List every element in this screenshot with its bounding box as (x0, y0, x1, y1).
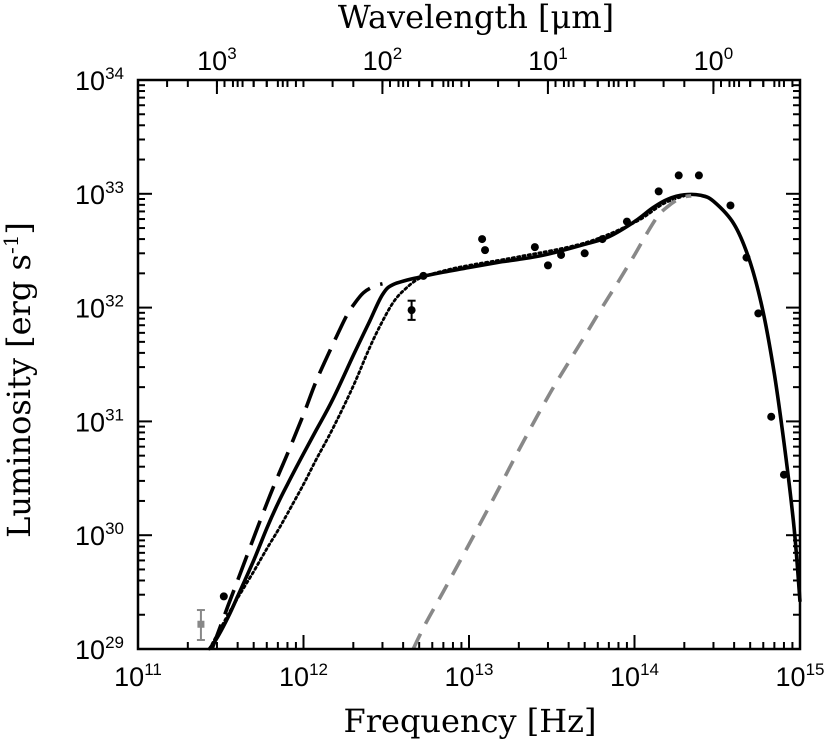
data-point (580, 249, 589, 258)
data-point (742, 253, 751, 262)
top-axis-title: Wavelength [μm] (338, 0, 614, 36)
errorbar-point (197, 620, 205, 628)
svg-text:Luminosity [erg s-1]: Luminosity [erg s-1] (0, 222, 38, 538)
data-point (557, 250, 566, 259)
top-tick-label: 102 (363, 44, 403, 76)
errorbar-point (407, 306, 416, 315)
data-point (481, 246, 490, 255)
top-tick-label: 100 (694, 44, 734, 76)
x-tick-label: 1012 (279, 660, 328, 692)
plot-frame (136, 78, 802, 651)
data-point (219, 592, 228, 601)
data-point (754, 309, 763, 318)
y-tick-label: 1031 (75, 405, 124, 437)
y-tick-label: 1030 (75, 519, 124, 551)
series-long-dash-model (210, 282, 383, 650)
data-point (419, 271, 428, 280)
data-point (654, 187, 663, 196)
data-point (543, 261, 552, 270)
y-axis-title-close: ] (0, 222, 38, 234)
data-point (674, 171, 683, 180)
y-tick-label: 1032 (75, 292, 124, 324)
y-axis-title-superscript: -1 (0, 235, 23, 254)
data-point (478, 235, 487, 244)
ticks-layer: 1011 1012 1013 1014 1015 1029 1030 1031 1032 1033… (75, 44, 824, 692)
series-stellar-photosphere (411, 194, 692, 650)
y-tick-label: 1034 (75, 64, 124, 96)
x-tick-label: 1013 (445, 660, 494, 692)
data-point (779, 470, 788, 479)
data-point (530, 243, 539, 252)
data-point (694, 171, 703, 180)
points-layer (196, 171, 788, 641)
y-tick-label: 1029 (75, 633, 124, 665)
data-point (598, 235, 607, 244)
x-axis-title: Frequency [Hz] (344, 702, 597, 740)
data-point (622, 217, 631, 226)
data-point (767, 412, 776, 421)
x-tick-label: 1011 (114, 660, 162, 692)
series-dotted-model (208, 194, 686, 651)
top-tick-label: 101 (528, 44, 568, 76)
x-tick-label: 1014 (610, 660, 659, 692)
y-axis-title-main: Luminosity [erg s (0, 254, 38, 538)
top-tick-label: 103 (197, 44, 237, 76)
x-tick-label: 1015 (776, 660, 825, 692)
y-axis-title: Luminosity [erg s-1] (0, 222, 38, 538)
series-total-model (207, 192, 802, 651)
data-point (726, 201, 735, 210)
lines-layer (207, 192, 802, 651)
y-tick-label: 1033 (75, 178, 124, 210)
